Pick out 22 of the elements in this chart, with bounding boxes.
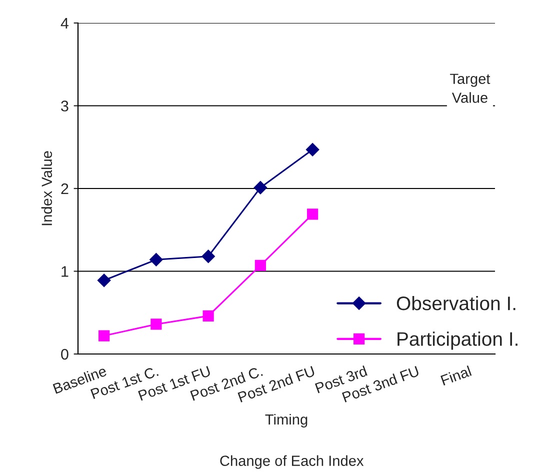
point bbox=[97, 274, 111, 287]
point bbox=[202, 250, 215, 263]
y-tick-label: 0 bbox=[61, 348, 68, 360]
y-tick-label: 1 bbox=[62, 266, 68, 277]
point bbox=[306, 143, 320, 156]
text: Change of Each Index bbox=[220, 455, 364, 469]
y-tick-label: 4 bbox=[60, 18, 69, 29]
point bbox=[150, 253, 163, 266]
point bbox=[307, 208, 318, 220]
point bbox=[150, 318, 162, 330]
annotation: Target Value bbox=[450, 74, 490, 103]
y-tick-label: 3 bbox=[61, 100, 68, 112]
point bbox=[254, 260, 266, 272]
point bbox=[254, 181, 268, 194]
x-axis-title: Timing bbox=[265, 414, 308, 428]
legend-label: Participation I. bbox=[398, 332, 518, 350]
y-axis-title: Index Value bbox=[41, 151, 52, 226]
point bbox=[98, 330, 110, 342]
y-tick-label: 2 bbox=[61, 183, 68, 194]
x-tick-label: Final bbox=[440, 365, 472, 386]
legend-label: Observation I. bbox=[396, 296, 516, 310]
point bbox=[202, 310, 214, 322]
